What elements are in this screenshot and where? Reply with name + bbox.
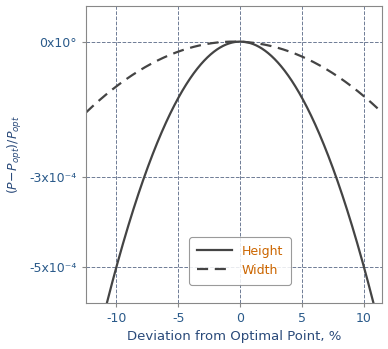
Height — [288, 76, 292, 80]
Height — [114, 267, 118, 271]
Width — [214, 40, 218, 45]
Line: Height: Height — [85, 42, 383, 349]
Width — [320, 65, 325, 69]
Y-axis label: $(P\!-\!P_{opt})/P_{opt}$: $(P\!-\!P_{opt})/P_{opt}$ — [5, 114, 24, 194]
Width — [83, 111, 88, 115]
Height — [380, 337, 385, 342]
Height — [320, 140, 325, 144]
X-axis label: Deviation from Optimal Point, %: Deviation from Optimal Point, % — [127, 331, 341, 343]
Width — [288, 50, 292, 54]
Legend: Height, Width: Height, Width — [189, 237, 291, 285]
Width — [232, 39, 236, 44]
Width — [315, 62, 320, 66]
Width — [114, 85, 118, 89]
Width — [203, 42, 208, 46]
Width — [380, 111, 385, 115]
Height — [203, 57, 208, 61]
Height — [315, 127, 320, 131]
Height — [214, 48, 218, 52]
Line: Width: Width — [85, 42, 383, 113]
Height — [238, 39, 242, 44]
